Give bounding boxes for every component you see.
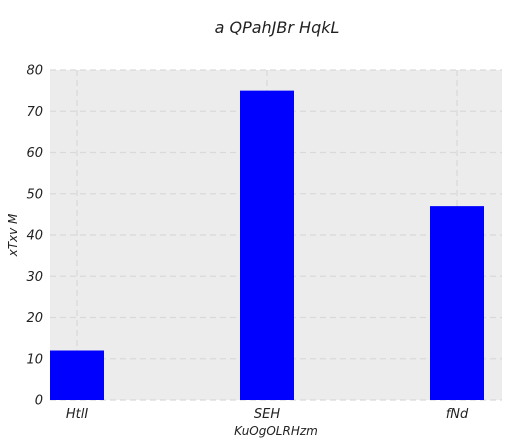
y-tick-label: 80 [26, 64, 43, 79]
y-tick-label: 40 [26, 229, 43, 244]
y-tick-label: 20 [26, 311, 43, 326]
x-axis-label: KuOgOLRHzm [234, 424, 318, 438]
y-tick-labels: 0 10 20 30 40 50 60 70 80 [26, 64, 43, 409]
y-tick-label: 10 [26, 352, 43, 367]
bar [240, 90, 294, 400]
y-axis-label: xTxv M [6, 213, 20, 257]
y-tick-label: 0 [35, 394, 43, 409]
y-tick-label: 50 [26, 187, 43, 202]
y-tick-label: 30 [26, 270, 43, 285]
y-tick-label: 60 [26, 146, 43, 161]
x-tick-label: HtlI [66, 407, 88, 422]
x-tick-label: fNd [446, 407, 469, 422]
x-tick-labels: HtlI SEH fNd [66, 407, 469, 422]
y-tick-label: 70 [26, 105, 43, 120]
chart-title: a QPahJBr HqkL [215, 18, 340, 37]
bars [50, 90, 484, 400]
x-tick-label: SEH [254, 407, 280, 422]
bar [50, 350, 104, 400]
bar [430, 206, 484, 400]
